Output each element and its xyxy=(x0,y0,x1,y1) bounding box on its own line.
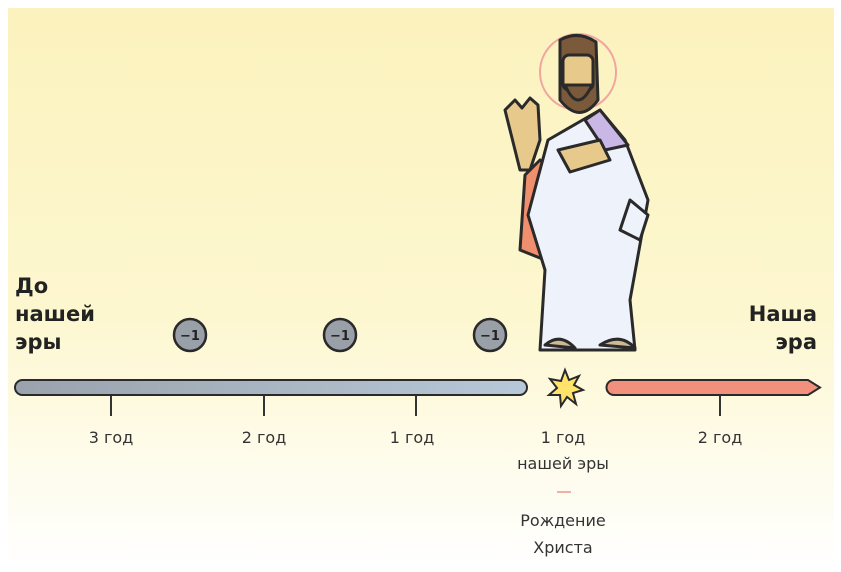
era-label: До xyxy=(15,274,48,298)
tick-label: 3 год xyxy=(89,428,134,447)
tick-label: 1 год xyxy=(390,428,435,447)
badge: −1 xyxy=(324,319,356,351)
birth-label: Рождение xyxy=(520,511,605,530)
tick-label: 2 год xyxy=(698,428,743,447)
badge-label: −1 xyxy=(480,329,500,344)
ad-bar xyxy=(607,380,821,395)
badge: −1 xyxy=(174,319,206,351)
badge-label: −1 xyxy=(180,329,200,344)
bc-bar xyxy=(15,380,527,395)
era-label: нашей xyxy=(15,302,95,326)
badge-label: −1 xyxy=(330,329,350,344)
era-label: Наша xyxy=(749,302,817,326)
diagram: До нашей эры Наша эра −1 −1 −1 3 год 2 г… xyxy=(0,0,841,572)
tick-label: 2 год xyxy=(242,428,287,447)
era-label: эры xyxy=(15,330,61,354)
page: До нашей эры Наша эра −1 −1 −1 3 год 2 г… xyxy=(0,0,841,572)
birth-label: Христа xyxy=(533,538,592,557)
era-label: эра xyxy=(775,330,817,354)
tick-subtitle: нашей эры xyxy=(517,454,609,473)
tick-label: 1 год xyxy=(541,428,586,447)
badge: −1 xyxy=(474,319,506,351)
background xyxy=(8,8,834,568)
